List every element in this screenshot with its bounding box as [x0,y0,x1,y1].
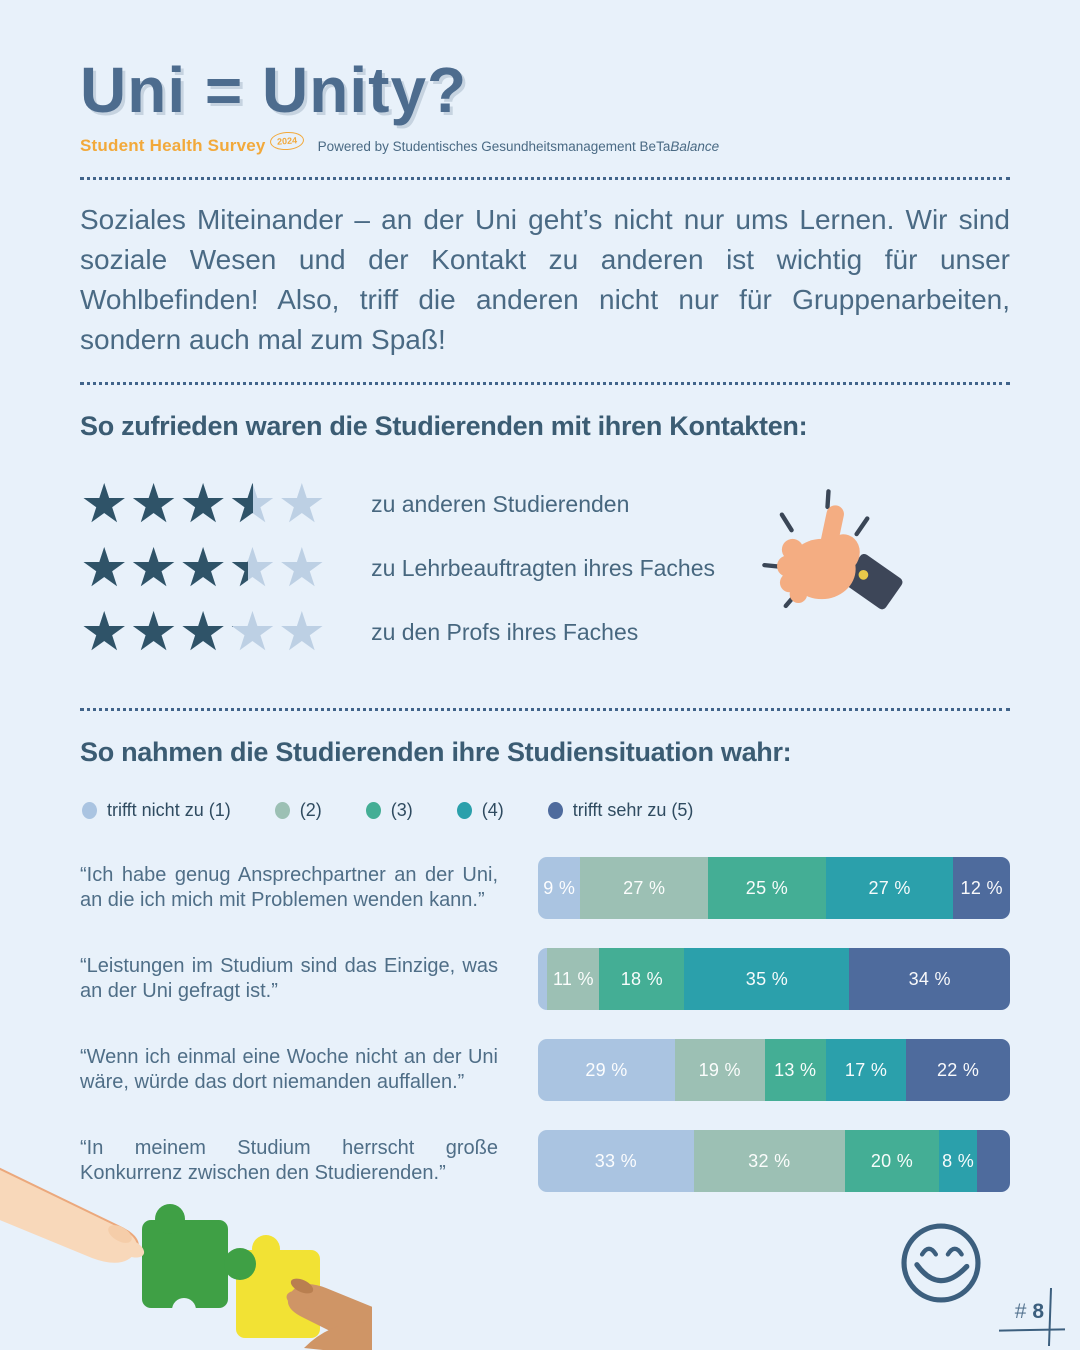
bar-segment: 19 % [674,1039,765,1102]
bar-segment: 29 % [538,1039,675,1102]
corner-mark-vertical [1047,1287,1053,1347]
brand-row: Student Health Survey 2024 Powered by Stu… [80,130,1010,157]
stacked-bar: 9 % 27 % 25 % 27 % 12 % [538,857,1010,920]
stars-empty: ★★★★★ [80,538,328,599]
stacked-bar: 29 % 19 % 13 % 17 % 22 % [538,1039,1010,1102]
bar-segment: 33 % [538,1130,694,1193]
star-rating-2: ★★★★★★★★★★ [80,541,327,595]
stacked-bar: 33 % 32 % 20 % 8 % [538,1130,1010,1193]
legend-dot-icon [456,802,472,820]
bar-segment-label: 11 % [552,968,594,989]
bar-segment: 8 % [939,1130,977,1193]
legend-item-4: (4) [456,800,504,821]
infographic-page: Uni = Unity? Student Health Survey 2024 P… [80,54,1010,1193]
legend-label: trifft nicht zu (1) [107,800,231,821]
puzzle-hands-illustration [0,1167,372,1350]
page-title: Uni = Unity? [80,54,468,126]
bar-segment-label: 9 % [543,877,576,898]
bar-segment: 27 % [825,857,954,920]
legend-dot-icon [365,802,381,820]
quote-text: “Leistungen im Studium sind das Einzige,… [80,955,498,1003]
page-number: # 8 [1015,1300,1044,1324]
legend-item-5: trifft sehr zu (5) [547,800,694,821]
star-rating-3: ★★★★★★★★★★ [80,605,327,659]
bar-segment: 13 % [764,1039,826,1102]
star-rating-label: zu anderen Studierenden [371,490,630,517]
star-rating-label: zu Lehrbeauftragten ihres Faches [371,554,715,581]
ratings-heading: So zufrieden waren die Studierenden mit … [80,411,808,442]
bar-segment: 12 % [953,857,1010,920]
legend-item-2: (2) [274,800,322,821]
chart-legend: trifft nicht zu (1) (2) (3) (4) trifft sehr … [82,800,1010,821]
chart-row-1: “Ich habe genug Ansprechpartner an der U… [80,857,1010,920]
bar-segment [538,948,548,1011]
legend-dot-icon [547,802,563,820]
corner-mark-horizontal [998,1328,1066,1332]
bar-segment: 17 % [825,1039,907,1102]
bar-segment-label: 12 % [960,877,1003,898]
bar-segment-label: 25 % [745,877,789,898]
page-number-hash: # [1014,1300,1027,1323]
bar-segment: 34 % [849,948,1010,1011]
legend-label: (3) [390,800,413,821]
bar-segment-label: 17 % [844,1059,888,1080]
powered-by-text: Powered by Studentisches Gesundheitsmana… [317,139,720,154]
brand-name: Student Health Survey 2024 [80,130,305,157]
quote-text: “In meinem Studium herrscht große Konkur… [80,1137,498,1185]
bar-segment: 25 % [707,857,826,920]
star-rating-label: zu den Profs ihres Faches [371,618,639,645]
intro-paragraph: Soziales Miteinander – an der Uni geht’s… [80,204,1010,356]
bar-segment-label: 27 % [868,877,911,898]
dotted-divider-top [80,177,1010,180]
legend-label: trifft sehr zu (5) [572,800,694,821]
bar-segment: 18 % [599,948,685,1011]
bar-segment: 9 % [538,857,581,920]
legend-label: (4) [481,800,504,821]
bar-segment-label: 13 % [774,1059,817,1080]
chart-row-2: “Leistungen im Studium sind das Einzige,… [80,948,1010,1011]
star-rating-1: ★★★★★★★★★★ [80,477,327,531]
bar-segment-label: 20 % [870,1150,914,1171]
dotted-divider-2 [80,382,1010,386]
bar-segment-label: 22 % [936,1059,980,1080]
bar-segment: 11 % [547,948,600,1011]
bar-segment: 20 % [844,1130,940,1193]
bar-segment-label: 32 % [748,1150,791,1171]
star-ratings-block: ★★★★★★★★★★zu anderen Studierenden★★★★★★★… [80,472,1010,682]
page-number-value: 8 [1032,1300,1044,1323]
legend-item-1: trifft nicht zu (1) [82,800,231,821]
legend-item-3: (3) [365,800,413,821]
bar-segment-label: 18 % [620,968,663,989]
bar-segment: 22 % [906,1039,1010,1102]
legend-label: (2) [299,800,322,821]
bar-segment-label: 29 % [585,1059,628,1080]
bar-segment: 27 % [580,857,708,920]
bar-segment: 35 % [684,948,850,1011]
stars-empty: ★★★★★ [80,602,328,663]
stacked-bar-chart: “Ich habe genug Ansprechpartner an der U… [80,857,1010,1193]
smiley-icon [901,1223,981,1303]
bar-segment [976,1130,1010,1193]
quote-text: “Ich habe genug Ansprechpartner an der U… [80,864,498,912]
bar-segment-label: 19 % [698,1059,741,1080]
bar-segment-label: 8 % [942,1150,974,1171]
bar-segment-label: 27 % [623,877,666,898]
bar-segment-label: 35 % [745,968,788,989]
legend-dot-icon [274,802,290,820]
thumbs-up-icon [762,489,903,610]
dotted-divider-3 [80,708,1010,712]
chart-row-4: “In meinem Studium herrscht große Konkur… [80,1130,1010,1193]
chart-row-3: “Wenn ich einmal eine Woche nicht an der… [80,1039,1010,1102]
survey-heading: So nahmen die Studierenden ihre Studiens… [80,737,792,768]
stars-empty: ★★★★★ [80,474,328,535]
quote-text: “Wenn ich einmal eine Woche nicht an der… [80,1046,498,1094]
stacked-bar: 11 % 18 % 35 % 34 % [538,948,1010,1011]
bar-segment: 32 % [693,1130,845,1193]
bar-segment-label: 33 % [594,1150,637,1171]
bar-segment-label: 34 % [908,968,951,989]
brand-year-badge: 2024 [268,130,305,152]
legend-dot-icon [82,802,97,820]
